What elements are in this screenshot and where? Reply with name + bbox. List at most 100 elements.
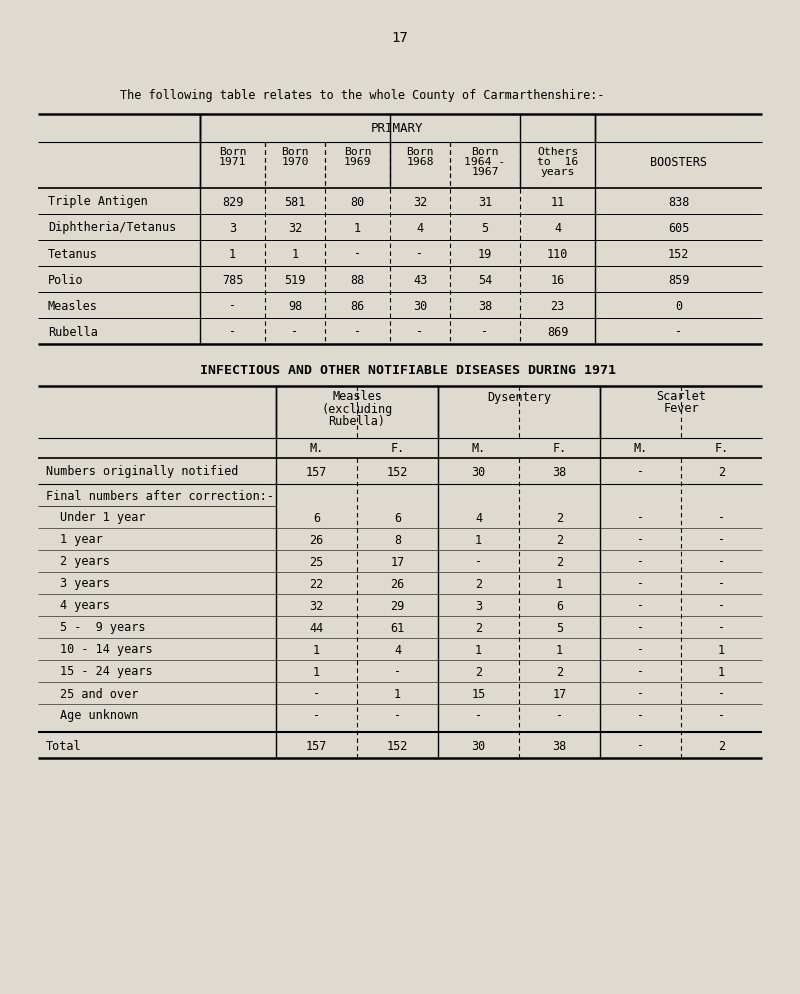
- Text: -: -: [637, 643, 644, 656]
- Text: F.: F.: [552, 442, 566, 455]
- Text: Age unknown: Age unknown: [60, 709, 138, 722]
- Text: 2: 2: [556, 533, 563, 546]
- Text: 16: 16: [550, 273, 565, 286]
- Text: -: -: [637, 577, 644, 589]
- Text: 785: 785: [222, 273, 243, 286]
- Text: 32: 32: [413, 195, 427, 209]
- Text: 44: 44: [310, 621, 324, 634]
- Text: 38: 38: [478, 299, 492, 312]
- Text: 157: 157: [306, 739, 327, 751]
- Text: 519: 519: [284, 273, 306, 286]
- Text: -: -: [718, 709, 725, 722]
- Text: Scarlet: Scarlet: [656, 390, 706, 404]
- Text: Triple Antigen: Triple Antigen: [48, 195, 148, 209]
- Text: -: -: [394, 665, 401, 678]
- Text: 859: 859: [668, 273, 689, 286]
- Text: -: -: [637, 465, 644, 478]
- Text: -: -: [482, 325, 489, 338]
- Text: -: -: [637, 599, 644, 612]
- Text: 3: 3: [229, 222, 236, 235]
- Text: 54: 54: [478, 273, 492, 286]
- Text: -: -: [718, 577, 725, 589]
- Text: 1: 1: [718, 643, 725, 656]
- Text: -: -: [417, 325, 423, 338]
- Text: Others: Others: [537, 147, 578, 157]
- Text: Born: Born: [471, 147, 498, 157]
- Text: -: -: [475, 555, 482, 568]
- Text: 6: 6: [313, 511, 320, 524]
- Text: 3: 3: [475, 599, 482, 612]
- Text: M.: M.: [471, 442, 486, 455]
- Text: -: -: [718, 555, 725, 568]
- Text: 98: 98: [288, 299, 302, 312]
- Text: -: -: [637, 511, 644, 524]
- Text: 26: 26: [390, 577, 405, 589]
- Text: 86: 86: [350, 299, 365, 312]
- Text: 581: 581: [284, 195, 306, 209]
- Text: 1 year: 1 year: [60, 533, 102, 546]
- Text: 88: 88: [350, 273, 365, 286]
- Text: 30: 30: [471, 465, 486, 478]
- Text: 19: 19: [478, 248, 492, 260]
- Text: 26: 26: [310, 533, 324, 546]
- Text: 152: 152: [387, 465, 408, 478]
- Text: -: -: [637, 533, 644, 546]
- Text: Born: Born: [344, 147, 371, 157]
- Text: -: -: [291, 325, 298, 338]
- Text: 1: 1: [291, 248, 298, 260]
- Text: Rubella): Rubella): [329, 414, 386, 427]
- Text: 2: 2: [556, 665, 563, 678]
- Text: 4: 4: [554, 222, 561, 235]
- Text: INFECTIOUS AND OTHER NOTIFIABLE DISEASES DURING 1971: INFECTIOUS AND OTHER NOTIFIABLE DISEASES…: [200, 364, 616, 377]
- Text: 4: 4: [475, 511, 482, 524]
- Text: 1970: 1970: [282, 157, 309, 167]
- Text: 17: 17: [552, 687, 566, 700]
- Text: Rubella: Rubella: [48, 325, 98, 338]
- Text: -: -: [718, 511, 725, 524]
- Text: The following table relates to the whole County of Carmarthenshire:-: The following table relates to the whole…: [120, 88, 605, 101]
- Text: -: -: [637, 621, 644, 634]
- Text: 32: 32: [310, 599, 324, 612]
- Text: 43: 43: [413, 273, 427, 286]
- Text: 17: 17: [392, 31, 408, 45]
- Text: 4: 4: [417, 222, 423, 235]
- Text: 15 - 24 years: 15 - 24 years: [60, 665, 153, 678]
- Text: Numbers originally notified: Numbers originally notified: [46, 465, 238, 478]
- Text: 1: 1: [475, 643, 482, 656]
- Text: 2: 2: [718, 739, 725, 751]
- Text: -: -: [354, 248, 361, 260]
- Text: -: -: [417, 248, 423, 260]
- Text: 5 -  9 years: 5 - 9 years: [60, 621, 146, 634]
- Text: 2: 2: [475, 621, 482, 634]
- Text: 2: 2: [556, 511, 563, 524]
- Text: 152: 152: [668, 248, 689, 260]
- Text: 2 years: 2 years: [60, 555, 110, 568]
- Text: -: -: [354, 325, 361, 338]
- Text: 1: 1: [718, 665, 725, 678]
- Text: Born: Born: [282, 147, 309, 157]
- Text: -: -: [718, 533, 725, 546]
- Text: -: -: [637, 739, 644, 751]
- Text: -: -: [313, 709, 320, 722]
- Text: 2: 2: [475, 577, 482, 589]
- Text: 1: 1: [475, 533, 482, 546]
- Text: 23: 23: [550, 299, 565, 312]
- Text: 2: 2: [718, 465, 725, 478]
- Text: Dysentery: Dysentery: [487, 390, 551, 404]
- Text: 5: 5: [482, 222, 489, 235]
- Text: 5: 5: [556, 621, 563, 634]
- Text: 30: 30: [413, 299, 427, 312]
- Text: 1969: 1969: [344, 157, 371, 167]
- Text: Total: Total: [46, 739, 82, 751]
- Text: -: -: [637, 555, 644, 568]
- Text: 110: 110: [547, 248, 568, 260]
- Text: 1: 1: [229, 248, 236, 260]
- Text: 0: 0: [675, 299, 682, 312]
- Text: 2: 2: [556, 555, 563, 568]
- Text: -: -: [394, 709, 401, 722]
- Text: (excluding: (excluding: [322, 403, 393, 415]
- Text: 605: 605: [668, 222, 689, 235]
- Text: Tetanus: Tetanus: [48, 248, 98, 260]
- Text: Born: Born: [218, 147, 246, 157]
- Text: 11: 11: [550, 195, 565, 209]
